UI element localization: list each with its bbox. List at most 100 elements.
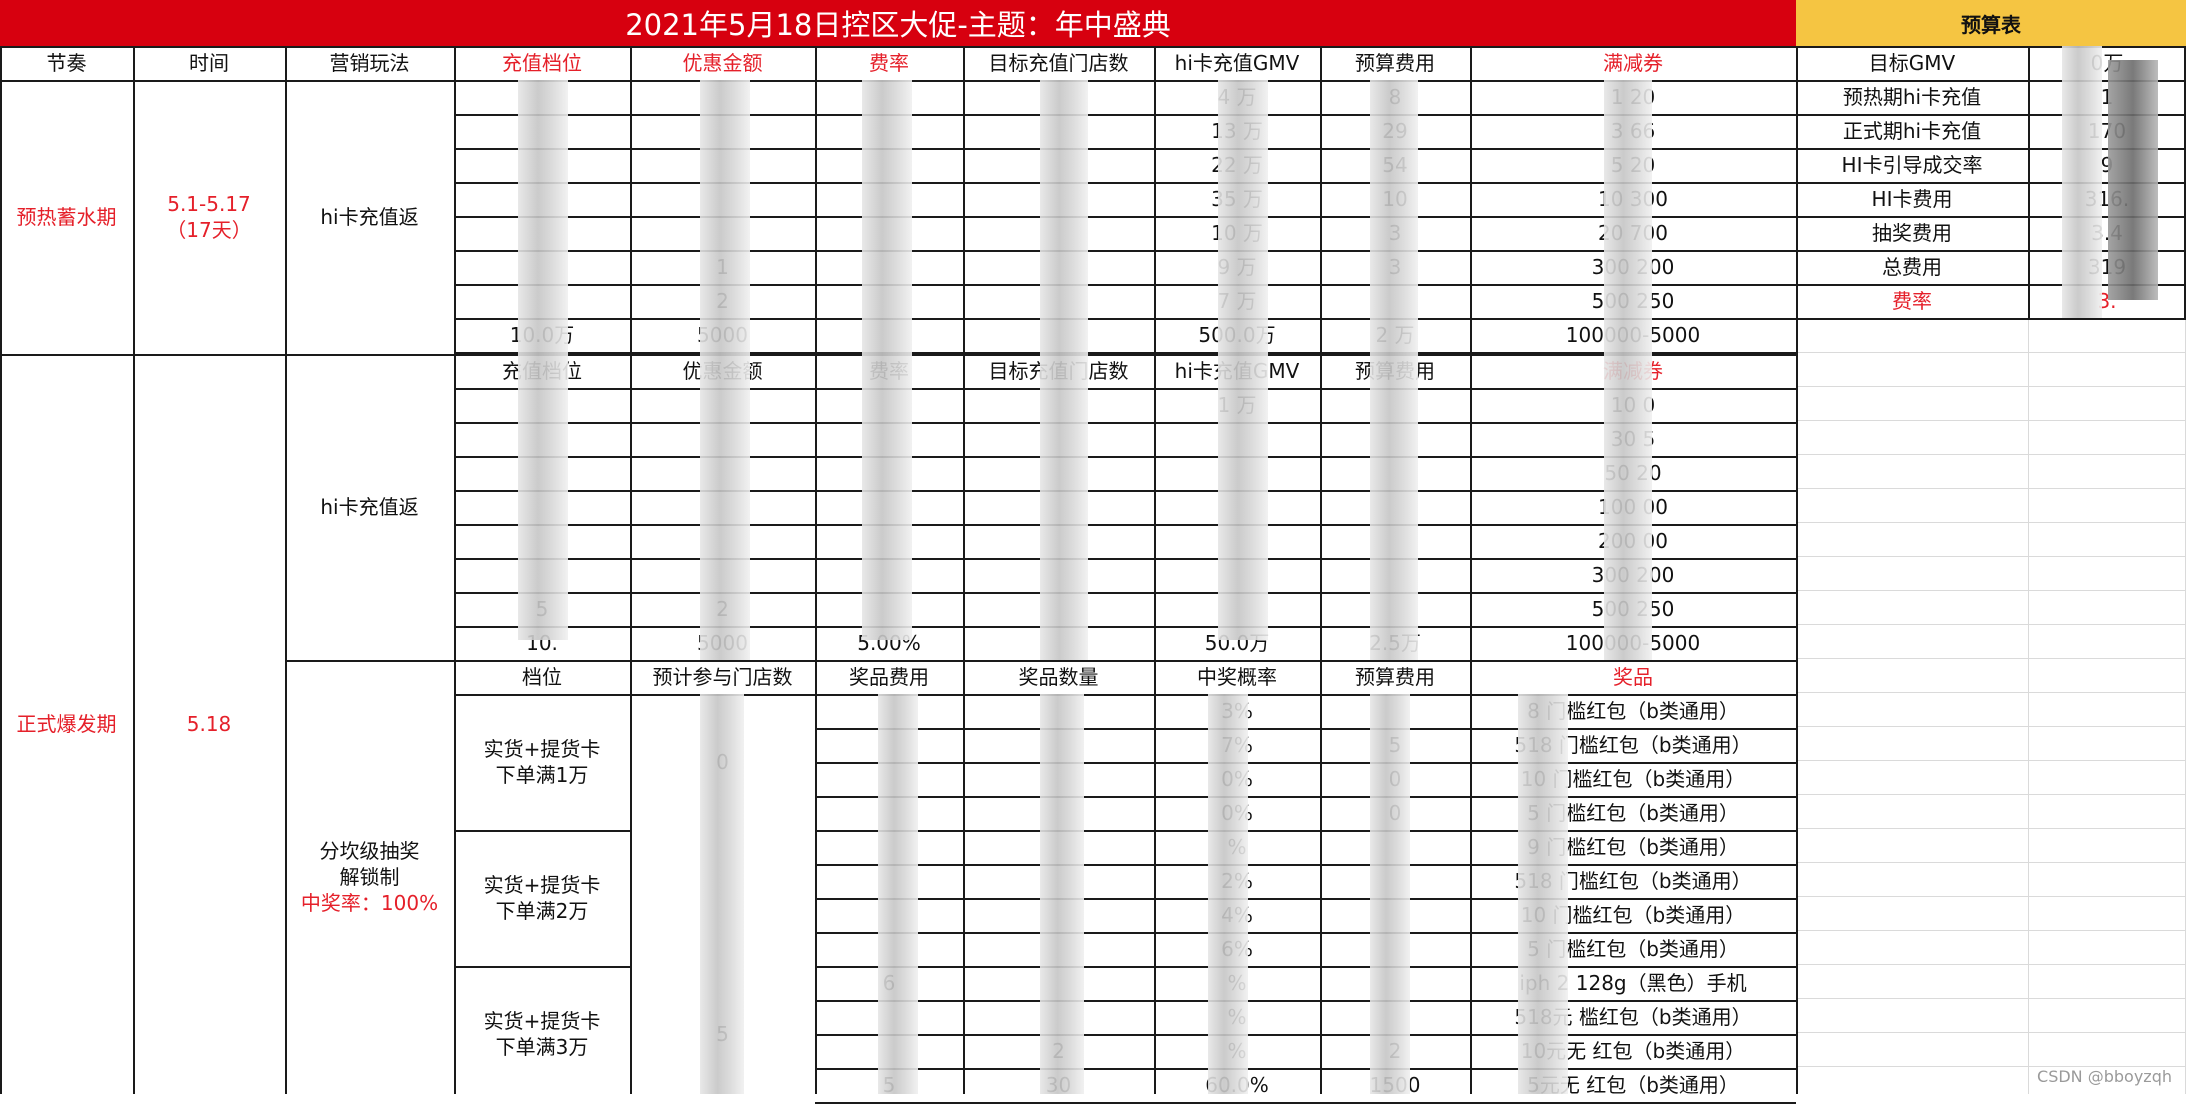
pixelation-mask	[700, 80, 750, 660]
grid-line	[1796, 216, 2186, 218]
grid-line	[454, 182, 1796, 184]
grid-line	[1796, 420, 2186, 421]
grid-line	[1796, 522, 2186, 523]
header-manjian: 满减券	[1603, 51, 1663, 75]
grid-line	[815, 796, 1796, 798]
grid-line	[454, 490, 1796, 492]
header-jiezou: 节奏	[46, 51, 87, 75]
budget-value: 319	[2087, 255, 2127, 279]
header-feilv: 费率	[869, 51, 909, 75]
grid-line	[1796, 352, 2186, 353]
tier-label-1: 实货+提货卡	[483, 737, 601, 761]
grid-line	[630, 46, 632, 1094]
grid-line	[133, 46, 135, 1094]
grid-line	[1796, 454, 2186, 455]
grid-line	[815, 830, 1796, 832]
budget-value: 9	[2100, 153, 2114, 177]
sheet-title: 2021年5月18日控区大促-主题：年中盛典	[0, 0, 1796, 46]
phase2-play1: hi卡充值返	[320, 495, 419, 519]
tier-label-1: 实货+提货卡	[483, 873, 601, 897]
grid-line	[454, 114, 1796, 116]
pixelation-mask	[518, 80, 568, 640]
grid-line	[1796, 794, 2186, 795]
tier-label-2: 下单满3万	[495, 1035, 589, 1059]
lottery-tier: 实货+提货卡 下单满3万	[454, 966, 630, 1102]
header-yingxiao: 营销玩法	[329, 51, 410, 75]
grid-line	[1796, 556, 2186, 557]
grid-line	[1796, 182, 2186, 184]
budget-label: 抽奖费用	[1872, 221, 1952, 245]
pixelation-mask	[1370, 694, 1410, 1094]
grid-line	[1796, 896, 2186, 897]
budget-label: 预热期hi卡充值	[1842, 85, 1982, 109]
grid-line	[454, 966, 630, 968]
lottery-header-cell: 奖品费用	[849, 665, 929, 689]
phase2-name: 正式爆发期	[16, 712, 117, 736]
grid-line	[1796, 998, 2186, 999]
watermark: CSDN @bboyzqh	[2037, 1067, 2172, 1086]
grid-line	[815, 728, 1796, 730]
grid-line	[454, 284, 1796, 286]
grid-line	[1796, 46, 1798, 1094]
header-shijian: 时间	[189, 51, 229, 75]
grid-line	[1796, 624, 2186, 625]
budget-label: 正式期hi卡充值	[1842, 119, 1982, 143]
header-dangwei: 充值档位	[502, 51, 582, 75]
grid-line	[815, 762, 1796, 764]
budget-value: 3.4	[2091, 221, 2123, 245]
lottery-header-cell: 奖品数量	[1018, 665, 1099, 689]
pixelation-mask	[2108, 60, 2158, 300]
grid-line	[1796, 148, 2186, 150]
grid-line	[1796, 386, 2186, 387]
lottery-header-cell: 奖品	[1613, 665, 1653, 689]
budget-value: 170	[2087, 119, 2127, 143]
tier-label-2: 下单满2万	[495, 899, 589, 923]
grid-line	[815, 898, 1796, 900]
pixelation-mask	[1370, 80, 1418, 660]
grid-line	[963, 46, 965, 1094]
header-mubiao: 目标充值门店数	[988, 51, 1129, 75]
play2-line3: 中奖率：100%	[300, 891, 439, 915]
grid-line	[1796, 46, 2186, 48]
grid-line	[454, 148, 1796, 150]
pixelation-mask	[1040, 694, 1084, 1094]
header-gmv: hi卡充值GMV	[1174, 51, 1300, 75]
grid-line	[454, 352, 1796, 354]
pixelation-mask	[878, 694, 918, 1094]
budget-value: 1	[2100, 85, 2114, 109]
grid-line	[815, 932, 1796, 934]
pixelation-mask	[1208, 694, 1248, 1094]
grid-line	[1796, 828, 2186, 829]
grid-line	[1796, 692, 2186, 693]
grid-line	[1796, 80, 2186, 82]
play2-line2: 解锁制	[339, 865, 400, 889]
budget-value: 316.	[2084, 187, 2130, 211]
grid-line	[454, 216, 1796, 218]
grid-line	[815, 864, 1796, 866]
grid-line	[815, 1068, 1796, 1070]
lottery-tier: 实货+提货卡 下单满1万	[454, 694, 630, 830]
grid-line	[815, 46, 817, 1094]
play2-line1: 分坎级抽奖	[319, 839, 420, 863]
phase1-name: 预热蓄水期	[16, 205, 117, 229]
phase1-play: hi卡充值返	[320, 205, 419, 229]
grid-line	[1796, 488, 2186, 489]
grid-line	[1796, 658, 2186, 659]
lottery-header-cell: 中奖概率	[1197, 665, 1277, 689]
grid-line	[454, 830, 630, 832]
grid-line	[285, 660, 1796, 662]
grid-line	[1796, 318, 2186, 320]
grid-line	[285, 46, 287, 1094]
grid-line	[0, 46, 2, 1094]
pixelation-mask	[1604, 80, 1652, 660]
header-youhui: 优惠金额	[682, 51, 763, 75]
grid-line	[1320, 46, 1322, 1094]
budget-label: HI卡引导成交率	[1841, 153, 1983, 177]
phase1-days: （17天）	[166, 218, 252, 242]
grid-line	[2184, 46, 2186, 318]
phase1-time: 5.1-5.17 （17天）	[133, 80, 285, 354]
grid-line	[1796, 114, 2186, 116]
grid-line	[454, 46, 456, 1094]
grid-line	[1796, 250, 2186, 252]
